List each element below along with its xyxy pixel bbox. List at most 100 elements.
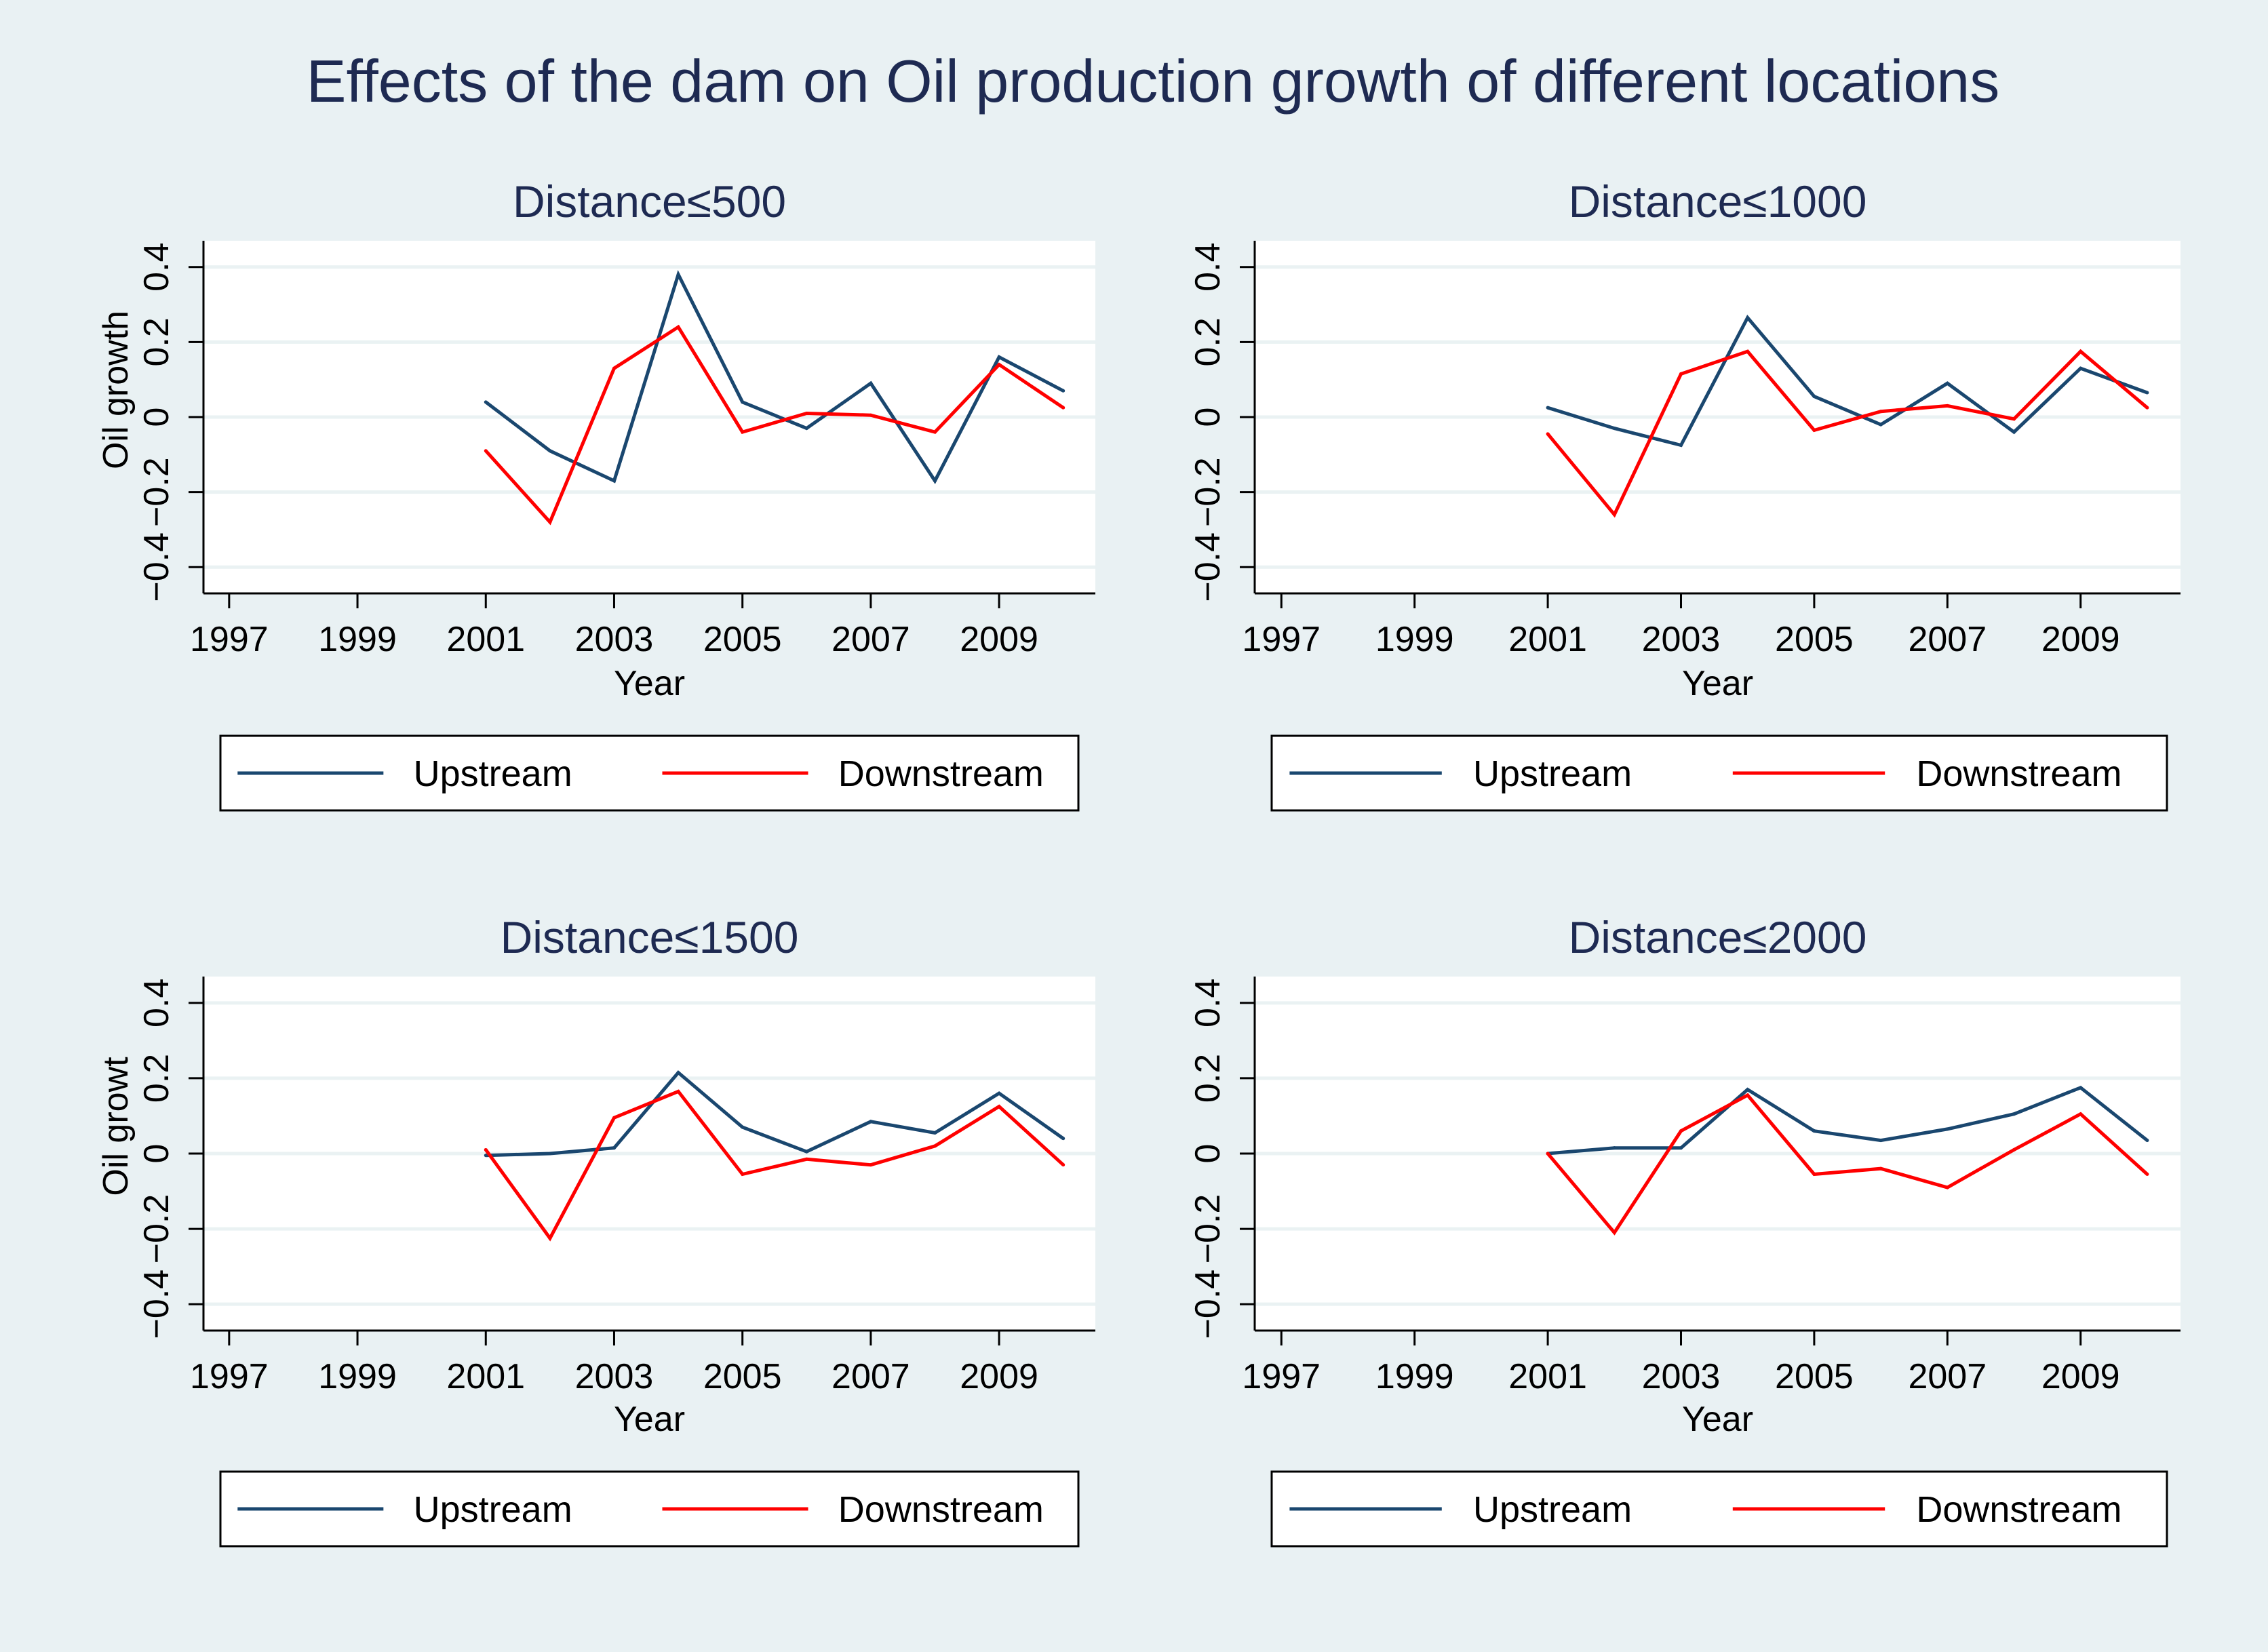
data-point-upstream <box>869 381 873 385</box>
x-tick-label: 1997 <box>190 620 269 659</box>
data-point-downstream <box>1546 432 1550 436</box>
chart-panel-2: Distance≤1000 −0.4 −0.2 0 0.2 0.4 1997 1999 2001… <box>1188 176 2181 812</box>
panel-title: Distance≤1000 <box>1569 176 1867 227</box>
data-point-downstream <box>1746 349 1750 353</box>
data-point-downstream <box>484 1147 488 1152</box>
y-tick-label: 0.4 <box>1188 243 1228 292</box>
data-point-downstream <box>804 411 808 415</box>
data-point-downstream <box>741 1173 745 1177</box>
data-point-downstream <box>933 430 937 434</box>
y-tick-label: 0.2 <box>1188 317 1228 366</box>
data-point-downstream <box>1746 1093 1750 1097</box>
data-point-upstream <box>933 479 937 483</box>
data-point-upstream <box>804 1149 808 1154</box>
x-tick-label: 2005 <box>703 1357 782 1396</box>
panel-title: Distance≤500 <box>513 176 786 227</box>
data-point-downstream <box>1879 1166 1883 1171</box>
y-axis-title: Oil growt <box>96 1057 136 1196</box>
x-tick-label: 1999 <box>318 620 397 659</box>
x-tick-label: 2009 <box>960 620 1038 659</box>
x-tick-label: 2007 <box>832 1357 910 1396</box>
data-point-downstream <box>2145 1173 2149 1177</box>
x-axis-title: Year <box>1682 1400 1753 1439</box>
data-point-upstream <box>1679 1146 1683 1150</box>
series-line-upstream <box>486 1070 1065 1158</box>
data-point-downstream <box>1679 372 1683 376</box>
x-tick-label: 1997 <box>1242 620 1321 659</box>
y-tick-label: −0.2 <box>1188 457 1228 527</box>
data-point-downstream <box>869 413 873 417</box>
y-tick-label: −0.4 <box>1188 532 1228 602</box>
series-line-downstream <box>484 1089 1065 1242</box>
series-line-downstream <box>484 324 1065 526</box>
legend-label-upstream: Upstream <box>414 1489 572 1530</box>
series-line-upstream <box>1547 314 2148 448</box>
y-tick-label: 0 <box>137 408 176 427</box>
data-point-upstream <box>2079 366 2083 370</box>
data-point-downstream <box>1612 513 1616 517</box>
data-point-upstream <box>869 1120 873 1124</box>
x-tick-label: 1997 <box>1242 1357 1321 1396</box>
y-tick-label: 0 <box>1188 1144 1228 1164</box>
y-tick-label: 0.4 <box>137 979 176 1027</box>
data-point-downstream <box>548 1236 552 1240</box>
data-point-upstream <box>1879 1139 1883 1143</box>
data-point-upstream <box>1945 1127 1949 1131</box>
x-tick-label: 1999 <box>318 1357 397 1396</box>
y-axis-title: Oil growth <box>96 311 136 469</box>
legend-label-downstream: Downstream <box>1916 1489 2122 1530</box>
x-axis-title: Year <box>614 664 685 703</box>
x-axis-title: Year <box>614 1400 685 1439</box>
data-point-upstream <box>1812 1129 1816 1133</box>
data-point-downstream <box>612 1116 616 1120</box>
data-point-downstream <box>1061 1163 1065 1167</box>
x-tick-label: 2001 <box>446 1357 525 1396</box>
data-point-upstream <box>997 355 1001 359</box>
data-point-upstream <box>2145 1139 2149 1143</box>
data-point-upstream <box>1945 381 1949 385</box>
x-tick-label: 1999 <box>1375 620 1454 659</box>
x-tick-label: 2005 <box>1775 1357 1854 1396</box>
y-tick-label: 0.2 <box>1188 1054 1228 1103</box>
data-point-upstream <box>1612 427 1616 431</box>
data-point-downstream <box>2079 349 2083 353</box>
data-point-upstream <box>1061 1137 1065 1141</box>
data-point-upstream <box>1746 1088 1750 1092</box>
legend-label-upstream: Upstream <box>1473 1489 1632 1530</box>
x-axis-title: Year <box>1682 664 1753 703</box>
data-point-downstream <box>1879 410 1883 414</box>
data-point-downstream <box>2079 1112 2083 1116</box>
data-point-downstream <box>2012 1147 2016 1152</box>
data-point-upstream <box>676 1071 680 1075</box>
x-tick-label: 2003 <box>575 1357 654 1396</box>
data-point-downstream <box>2145 406 2149 410</box>
y-tick-label: −0.4 <box>137 1270 176 1339</box>
x-tick-label: 1999 <box>1375 1357 1454 1396</box>
x-tick-label: 2001 <box>446 620 525 659</box>
y-tick-label: −0.2 <box>1188 1194 1228 1264</box>
legend: Upstream Downstream <box>1270 1470 2168 1548</box>
data-point-upstream <box>1061 389 1065 393</box>
data-point-upstream <box>1746 315 1750 319</box>
data-point-upstream <box>741 1125 745 1129</box>
y-tick-label: −0.4 <box>1188 1270 1228 1339</box>
data-point-downstream <box>1945 1185 1949 1189</box>
data-point-upstream <box>676 273 680 277</box>
data-point-upstream <box>612 479 616 483</box>
data-point-downstream <box>612 366 616 370</box>
x-tick-label: 2003 <box>1642 620 1721 659</box>
data-point-downstream <box>869 1163 873 1167</box>
y-tick-label: 0.2 <box>137 1054 176 1103</box>
data-point-downstream <box>676 1089 680 1093</box>
chart-panel-1: Distance≤500 −0.4 −0.2 0 0.2 0.4 1997 1999 2001 2… <box>96 176 1095 812</box>
x-tick-label: 2001 <box>1508 620 1587 659</box>
data-point-upstream <box>548 1152 552 1156</box>
figure-title: Effects of the dam on Oil production gro… <box>307 47 1999 115</box>
series-line-downstream <box>1546 349 2149 518</box>
data-point-downstream <box>484 449 488 453</box>
data-point-upstream <box>997 1091 1001 1095</box>
data-point-upstream <box>1812 395 1816 399</box>
data-point-downstream <box>997 363 1001 367</box>
data-point-downstream <box>1945 404 1949 408</box>
data-point-downstream <box>1061 406 1065 410</box>
